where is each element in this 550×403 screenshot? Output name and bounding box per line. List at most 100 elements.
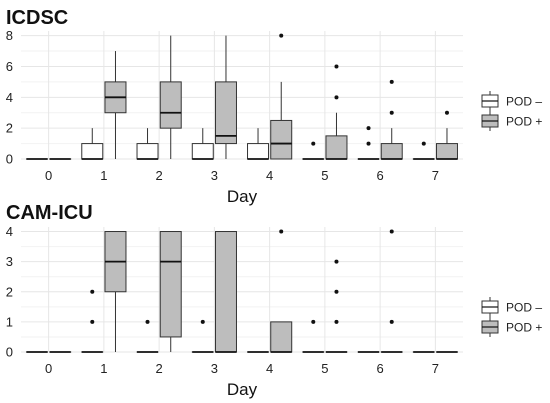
box-day-2	[136, 319, 159, 353]
box-day-6	[380, 229, 403, 353]
legend-label: POD +	[506, 321, 542, 335]
box-body	[270, 321, 293, 353]
grid	[21, 227, 463, 353]
box-day-4	[270, 229, 293, 353]
outlier-point	[334, 289, 339, 294]
box-body	[270, 119, 293, 160]
outlier-point	[389, 110, 394, 115]
grid	[21, 31, 463, 160]
legend-label: POD +	[506, 115, 542, 129]
x-tick-label: 0	[45, 168, 52, 183]
box-day-3	[214, 231, 237, 353]
box-body	[380, 143, 403, 160]
outlier-point	[389, 229, 394, 234]
box-day-1	[81, 128, 104, 160]
outlier-point	[334, 319, 339, 324]
y-tick-label: 0	[6, 345, 13, 360]
outlier-point	[334, 259, 339, 264]
y-tick-label: 3	[6, 254, 13, 269]
series-pod-plus	[49, 33, 458, 160]
legend-key-pod-plus: POD +	[481, 111, 542, 131]
x-tick-label: 6	[377, 168, 384, 183]
x-tick-label: 7	[432, 361, 439, 376]
chart-cam-icu: CAM-ICU 0 1 2 3 4 0 1 2 3 4 5 6 7 Day POD – POD +	[6, 202, 543, 399]
box-body	[191, 143, 214, 160]
x-tick-label: 5	[321, 168, 328, 183]
box-body	[325, 135, 348, 160]
box-day-3	[214, 35, 237, 159]
series-pod-plus	[49, 229, 458, 353]
box-body	[247, 143, 270, 160]
box-day-2	[136, 128, 159, 160]
x-tick-label: 6	[377, 361, 384, 376]
legend: POD – POD +	[481, 297, 542, 337]
box-day-4	[270, 33, 293, 160]
series-pod-minus	[26, 126, 435, 160]
box-body	[81, 143, 104, 160]
y-tick-label: 2	[6, 284, 13, 299]
box-day-6	[357, 126, 380, 160]
outlier-point	[334, 64, 339, 69]
legend-label: POD –	[506, 95, 542, 109]
y-tick-label: 4	[6, 224, 13, 239]
x-tick-label: 2	[156, 361, 163, 376]
box-day-5	[302, 319, 325, 353]
outlier-point	[90, 319, 95, 324]
outlier-point	[311, 319, 316, 324]
box-day-1	[81, 289, 104, 353]
box-day-6	[380, 79, 403, 160]
outlier-point	[279, 229, 284, 234]
box-body	[159, 231, 182, 338]
box-day-2	[159, 231, 182, 352]
x-tick-label: 1	[100, 168, 107, 183]
legend-key-pod-minus: POD –	[481, 91, 542, 111]
outlier-point	[444, 110, 449, 115]
x-axis-label: Day	[227, 380, 258, 399]
legend: POD – POD +	[481, 91, 542, 131]
x-tick-label: 0	[45, 361, 52, 376]
box-body	[214, 81, 237, 145]
box-day-7	[435, 110, 458, 160]
y-tick-label: 6	[6, 59, 13, 74]
box-day-3	[191, 319, 214, 353]
outlier-point	[389, 319, 394, 324]
x-tick-label: 4	[266, 168, 273, 183]
outlier-point	[311, 141, 316, 146]
box-day-5	[325, 64, 348, 160]
box-day-3	[191, 128, 214, 160]
legend-key-pod-plus: POD +	[481, 317, 542, 337]
outlier-point	[145, 319, 150, 324]
x-tick-label: 7	[432, 168, 439, 183]
chart-icdsc: ICDSC 0 2 4 6 8 0 1 2 3 4 5 6 7 Day POD – POD +	[6, 7, 543, 206]
chart-title: CAM-ICU	[6, 202, 93, 224]
y-tick-label: 1	[6, 314, 13, 329]
outlier-point	[334, 95, 339, 100]
x-tick-label: 5	[321, 361, 328, 376]
legend-key-pod-minus: POD –	[481, 297, 542, 317]
box-day-5	[302, 141, 325, 160]
y-tick-label: 2	[6, 121, 13, 136]
y-tick-label: 8	[6, 28, 13, 43]
box-day-7	[412, 141, 435, 160]
outlier-point	[90, 289, 95, 294]
box-day-1	[104, 231, 127, 352]
outlier-point	[366, 126, 371, 131]
box-body	[435, 143, 458, 160]
box-day-4	[247, 128, 270, 160]
y-tick-label: 4	[6, 90, 13, 105]
outlier-point	[366, 141, 371, 146]
box-body	[214, 231, 237, 353]
outlier-point	[421, 141, 426, 146]
outlier-point	[279, 33, 284, 38]
x-axis-label: Day	[227, 187, 258, 206]
outlier-point	[200, 319, 205, 324]
series-pod-minus	[26, 289, 435, 353]
x-tick-label: 4	[266, 361, 273, 376]
box-day-1	[104, 51, 127, 159]
box-day-2	[159, 35, 182, 159]
outlier-point	[389, 79, 394, 84]
box-body	[136, 143, 159, 160]
x-tick-label: 3	[211, 361, 218, 376]
legend-label: POD –	[506, 301, 542, 315]
